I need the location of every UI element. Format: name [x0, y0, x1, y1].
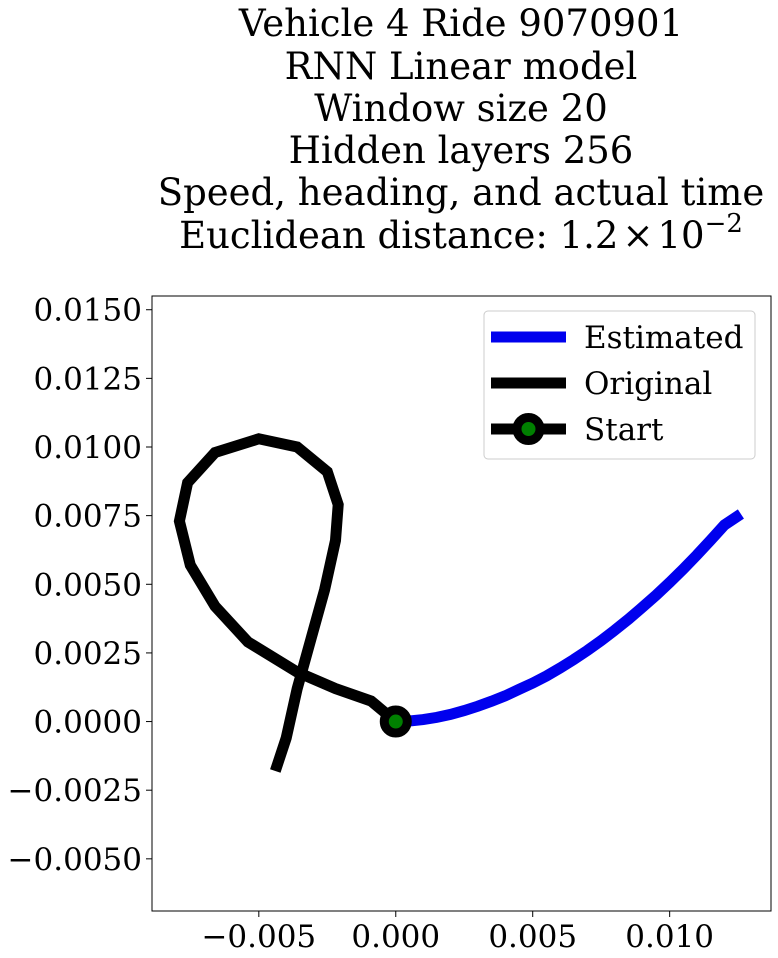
y-tick-label: 0.0050	[34, 567, 142, 603]
y-axis: 0.0150 0.0125 0.0100 0.0075 0.0050 0.0025 0.00…	[8, 293, 152, 878]
title-distance-times: ×	[622, 214, 653, 257]
legend-entry-estimated: Estimated	[491, 320, 743, 356]
legend: Estimated Original Start	[483, 310, 756, 460]
y-tick-label: −0.0025	[8, 773, 142, 809]
legend-label: Original	[584, 366, 712, 402]
y-tick-label: −0.0050	[8, 842, 142, 878]
chart-title: Vehicle 4 Ride 9070901 RNN Linear model …	[158, 2, 765, 257]
title-line-5: Speed, heading, and actual time	[158, 171, 765, 214]
y-tick-label: 0.0100	[34, 430, 142, 466]
title-line-3: Window size 20	[314, 87, 608, 130]
y-tick-label: 0.0125	[34, 361, 142, 397]
series-line-estimated	[395, 509, 744, 728]
series-layer	[173, 433, 744, 773]
series-line-original	[173, 433, 400, 773]
y-tick-label: 0.0000	[34, 705, 142, 741]
x-tick-label: 0.005	[488, 919, 577, 955]
legend-entry-original: Original	[491, 366, 712, 402]
plot-frame	[151, 295, 772, 912]
x-tick-label: 0.000	[351, 919, 440, 955]
title-line-2: RNN Linear model	[285, 45, 638, 88]
title-distance-prefix: Euclidean distance: 1.2	[179, 214, 618, 257]
title-line-4: Hidden layers 256	[289, 129, 634, 172]
legend-label: Estimated	[584, 320, 743, 356]
legend-start-marker	[512, 413, 545, 445]
title-distance-base: 10	[658, 214, 705, 257]
y-tick-label: 0.0150	[34, 293, 142, 329]
legend-entry-start: Start	[491, 412, 664, 448]
title-distance-exp: −2	[705, 209, 743, 239]
y-tick-label: 0.0075	[34, 499, 142, 535]
title-line-1: Vehicle 4 Ride 9070901	[238, 2, 683, 45]
title-line-6: Euclidean distance: 1.2 × 10−2	[179, 209, 743, 257]
start-marker	[379, 705, 412, 738]
x-tick-label: 0.010	[625, 919, 714, 955]
y-tick-label: 0.0025	[34, 636, 142, 672]
x-axis: −0.005 0.000 0.005 0.010	[201, 911, 714, 955]
legend-label: Start	[584, 412, 664, 448]
legend-box	[483, 310, 756, 460]
x-tick-label: −0.005	[201, 919, 316, 955]
